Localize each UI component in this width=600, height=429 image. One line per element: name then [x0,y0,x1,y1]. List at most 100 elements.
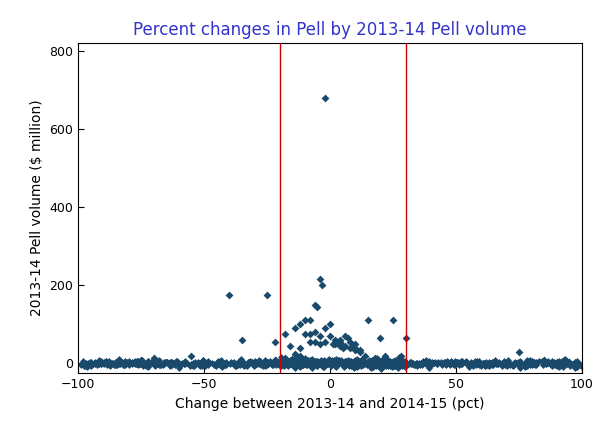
Point [306,359,316,366]
Point [112,360,122,367]
Point [289,360,298,367]
Point [386,361,395,368]
Point [356,363,366,370]
Point [388,317,398,324]
Point [396,361,406,368]
Point [343,359,353,366]
Point [481,359,491,366]
Point [389,360,399,367]
Point [391,358,400,365]
Point [85,360,95,366]
Point [347,359,356,366]
Point [97,360,106,367]
Point [82,360,91,366]
Point [367,360,377,367]
Point [367,360,376,366]
Point [350,344,360,351]
Point [195,361,205,368]
Point [389,358,399,365]
Point [381,360,391,367]
Point [407,361,417,368]
Point [215,361,224,368]
Point [331,358,341,365]
Point [310,359,320,366]
Point [366,360,376,367]
Point [320,360,330,366]
Point [274,360,283,367]
Point [337,360,346,366]
Point [95,359,104,366]
Point [298,360,308,367]
Point [355,348,365,355]
Point [132,358,142,365]
Point [319,363,328,370]
Point [288,358,298,365]
Point [543,360,553,367]
Point [354,357,364,364]
Point [102,360,112,367]
Point [415,360,424,366]
Point [335,359,345,366]
Point [189,362,199,369]
Point [391,359,400,366]
Point [331,360,341,366]
Point [397,357,406,364]
Point [320,325,330,332]
Point [329,358,338,365]
Point [292,356,301,363]
Point [325,358,334,365]
Point [386,360,396,367]
Point [148,360,157,367]
Point [110,360,120,367]
Point [352,360,361,367]
Point [315,332,325,339]
Point [385,358,394,365]
Point [379,357,388,364]
Point [395,358,405,365]
Point [289,361,298,368]
Point [472,357,482,364]
Point [335,337,345,344]
Point [134,360,143,367]
Point [357,359,367,366]
Point [410,361,419,368]
Point [137,360,147,367]
Point [508,363,517,369]
Point [562,360,571,366]
Point [355,360,364,366]
Point [432,360,442,367]
Point [330,357,340,364]
Point [353,361,362,368]
Point [387,363,397,369]
Point [530,362,539,369]
Point [341,360,351,366]
Point [329,357,339,364]
Point [337,360,346,366]
Point [220,360,230,367]
Point [353,363,362,369]
Point [361,352,370,359]
X-axis label: Change between 2013-14 and 2014-15 (pct): Change between 2013-14 and 2014-15 (pct) [175,397,485,411]
Point [155,361,165,368]
Point [347,359,356,366]
Point [480,361,490,368]
Point [389,362,399,369]
Point [515,364,525,371]
Point [567,361,577,368]
Point [429,359,439,366]
Point [325,332,335,339]
Point [122,360,132,366]
Point [349,364,358,371]
Point [167,360,177,366]
Point [381,360,391,366]
Point [352,357,361,364]
Point [285,342,295,349]
Point [449,362,459,369]
Point [141,359,151,366]
Point [367,360,377,367]
Point [307,360,316,367]
Point [332,360,342,367]
Point [515,361,525,368]
Point [281,360,290,367]
Point [383,356,393,363]
